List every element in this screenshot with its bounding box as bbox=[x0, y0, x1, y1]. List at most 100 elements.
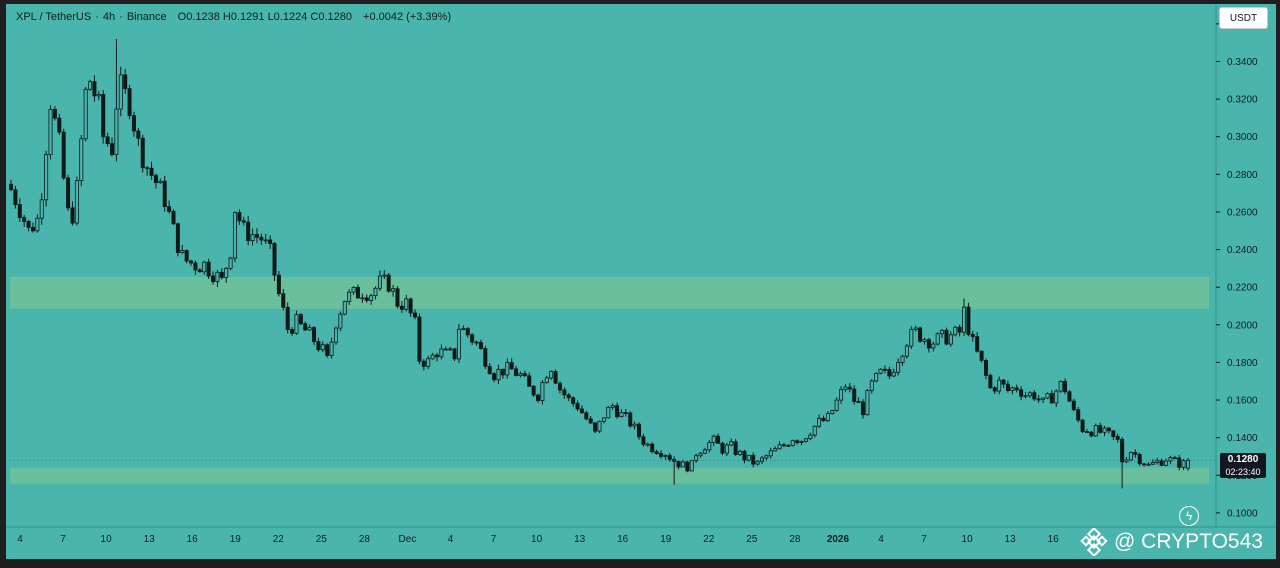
candle-up bbox=[786, 445, 791, 447]
candle-up bbox=[88, 81, 93, 90]
candle-down bbox=[355, 286, 360, 299]
candle-down bbox=[1005, 383, 1010, 391]
candle-down bbox=[145, 167, 150, 170]
candle-up bbox=[202, 261, 207, 273]
candle-down bbox=[474, 341, 479, 344]
candle-down bbox=[52, 108, 57, 119]
y-tick-label: 0.1000 bbox=[1227, 508, 1258, 519]
candle-down bbox=[509, 362, 514, 370]
currency-button[interactable]: USDT bbox=[1219, 7, 1268, 29]
candle-up bbox=[329, 341, 334, 356]
candle-down bbox=[575, 402, 580, 410]
candle-up bbox=[601, 417, 606, 422]
candle-up bbox=[118, 74, 123, 110]
candle-up bbox=[377, 275, 382, 289]
candle-down bbox=[1036, 398, 1041, 401]
y-tick-label: 0.2600 bbox=[1227, 207, 1258, 218]
candle-up bbox=[997, 379, 1002, 392]
bolt-icon[interactable]: ϟ bbox=[1179, 506, 1199, 526]
candle-down bbox=[1001, 379, 1006, 385]
candle-up bbox=[874, 372, 879, 382]
candle-down bbox=[259, 236, 264, 241]
candle-down bbox=[742, 450, 747, 461]
candle-down bbox=[184, 250, 189, 262]
candle-down bbox=[162, 180, 167, 207]
candle-up bbox=[1093, 425, 1098, 437]
x-tick-label: 16 bbox=[1048, 534, 1060, 545]
candle-down bbox=[658, 453, 663, 457]
bar-countdown-label: 02:23:40 bbox=[1225, 467, 1261, 477]
x-tick-label: 4 bbox=[17, 534, 23, 545]
candle-up bbox=[333, 327, 338, 343]
candle-up bbox=[263, 239, 268, 242]
x-tick-label: 16 bbox=[187, 534, 199, 545]
candle-up bbox=[878, 368, 883, 374]
candle-down bbox=[847, 386, 852, 390]
candle-up bbox=[711, 435, 716, 443]
candle-down bbox=[615, 405, 620, 418]
y-tick-label: 0.1600 bbox=[1227, 396, 1258, 407]
candle-down bbox=[1089, 431, 1094, 437]
candle-up bbox=[294, 314, 299, 334]
candle-down bbox=[298, 314, 303, 325]
candle-up bbox=[680, 461, 685, 468]
candle-up bbox=[707, 442, 712, 451]
candle-down bbox=[1063, 380, 1068, 393]
candle-down bbox=[127, 88, 132, 117]
candle-down bbox=[272, 243, 277, 276]
candle-down bbox=[720, 442, 725, 454]
candle-down bbox=[153, 174, 158, 183]
candle-down bbox=[1067, 391, 1072, 402]
candle-up bbox=[382, 274, 387, 277]
candle-up bbox=[496, 368, 501, 381]
candle-up bbox=[891, 371, 896, 377]
candle-down bbox=[992, 387, 997, 392]
x-tick-label: 10 bbox=[962, 534, 974, 545]
candle-down bbox=[237, 212, 242, 222]
candle-up bbox=[922, 339, 927, 342]
candle-down bbox=[435, 354, 440, 358]
candle-up bbox=[1150, 462, 1155, 465]
candle-down bbox=[70, 207, 75, 224]
legend-change: +0.0042 (+3.39%) bbox=[363, 11, 452, 23]
candle-down bbox=[421, 360, 426, 367]
candle-up bbox=[694, 455, 699, 461]
candle-down bbox=[856, 401, 861, 403]
candle-up bbox=[1181, 460, 1186, 468]
candle-down bbox=[268, 239, 273, 244]
candle-down bbox=[123, 74, 128, 89]
candle-down bbox=[175, 223, 180, 253]
candle-up bbox=[79, 138, 84, 181]
x-tick-label: 19 bbox=[230, 534, 242, 545]
x-tick-label: 19 bbox=[660, 534, 672, 545]
candle-down bbox=[276, 274, 281, 295]
candle-up bbox=[391, 288, 396, 292]
candle-down bbox=[325, 344, 330, 356]
candle-up bbox=[307, 327, 312, 331]
candle-down bbox=[1172, 457, 1177, 460]
candle-up bbox=[953, 326, 958, 336]
candle-up bbox=[729, 441, 734, 446]
candle-down bbox=[522, 373, 527, 377]
candle-down bbox=[733, 441, 738, 455]
candle-up bbox=[764, 455, 769, 459]
candle-up bbox=[869, 380, 874, 392]
x-tick-label: 25 bbox=[746, 534, 758, 545]
candle-up bbox=[909, 329, 914, 347]
candle-up bbox=[843, 386, 848, 390]
candle-down bbox=[500, 368, 505, 376]
candle-down bbox=[492, 373, 497, 381]
legend-interval: 4h bbox=[102, 11, 116, 23]
candle-down bbox=[579, 408, 584, 414]
x-tick-label: 10 bbox=[531, 534, 543, 545]
candle-up bbox=[180, 250, 185, 253]
candle-up bbox=[1045, 393, 1050, 399]
legend-symbol[interactable]: XPL / TetherUS bbox=[16, 11, 92, 23]
candle-down bbox=[1142, 463, 1147, 466]
candle-up bbox=[96, 94, 101, 97]
candle-up bbox=[1128, 452, 1133, 461]
legend-exchange: Binance bbox=[126, 11, 167, 23]
candle-down bbox=[795, 440, 800, 443]
x-tick-label: 16 bbox=[617, 534, 629, 545]
